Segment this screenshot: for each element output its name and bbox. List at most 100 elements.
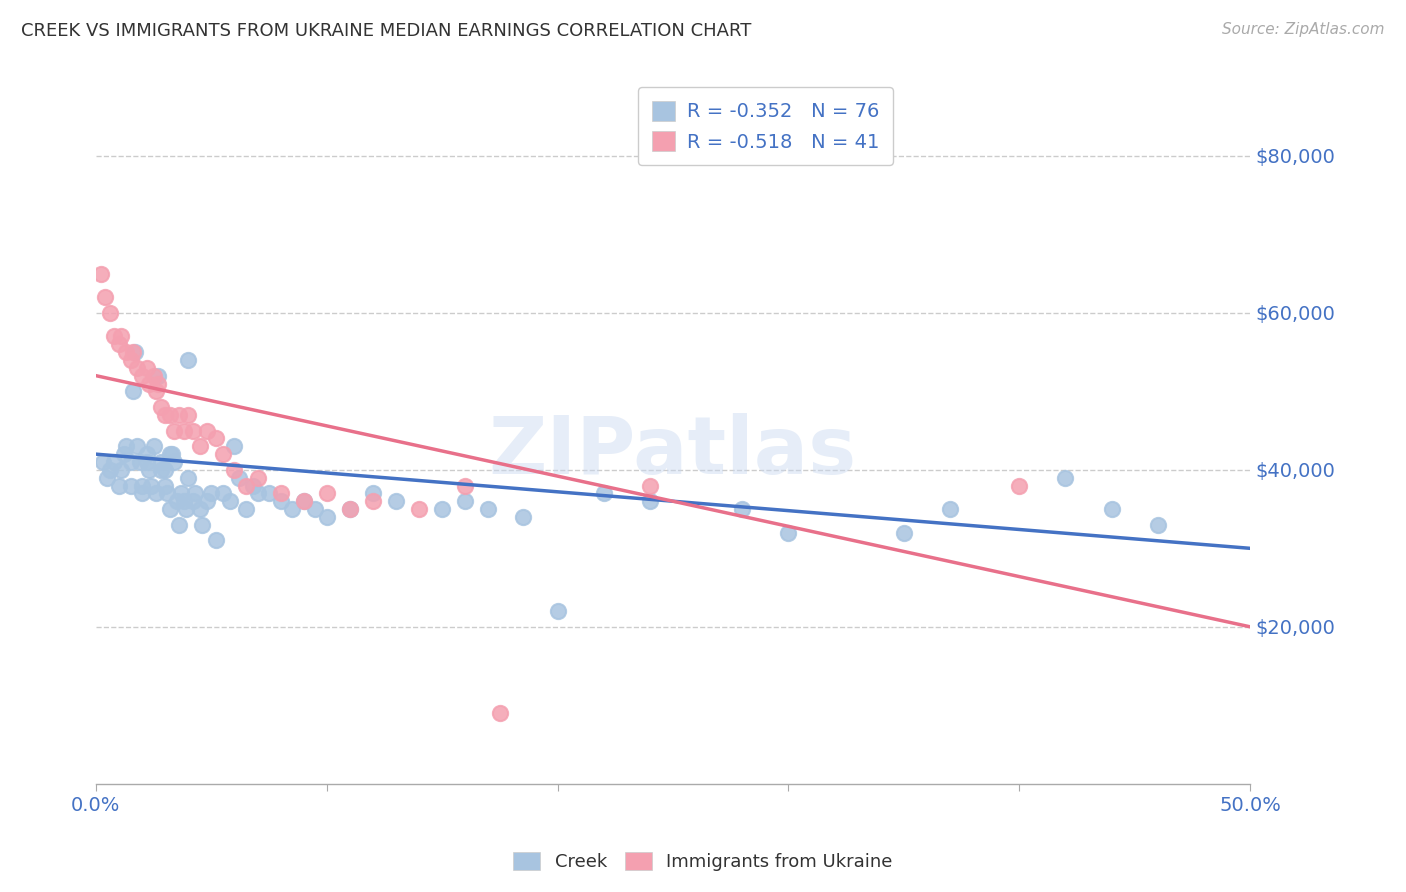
Point [315, 486, 337, 500]
Point [141, 478, 163, 492]
Point [163, 424, 186, 438]
Point [638, 494, 661, 508]
Point [167, 408, 190, 422]
Point [454, 494, 477, 508]
Point [177, 471, 200, 485]
Point [103, 329, 125, 343]
Point [110, 463, 132, 477]
Point [135, 447, 157, 461]
Point [181, 424, 204, 438]
Point [149, 463, 172, 477]
Point [110, 329, 132, 343]
Point [205, 432, 228, 446]
Point [939, 502, 962, 516]
Point [224, 463, 246, 477]
Point [454, 478, 477, 492]
Point [138, 463, 160, 477]
Legend: R = -0.352   N = 76, R = -0.518   N = 41: R = -0.352 N = 76, R = -0.518 N = 41 [638, 87, 893, 165]
Point [98, 306, 121, 320]
Point [103, 455, 125, 469]
Point [142, 368, 165, 383]
Point [242, 478, 264, 492]
Point [184, 486, 207, 500]
Point [512, 510, 534, 524]
Point [159, 502, 181, 516]
Point [893, 525, 915, 540]
Point [135, 455, 157, 469]
Text: ZIPatlas: ZIPatlas [489, 413, 858, 491]
Point [108, 337, 131, 351]
Point [177, 408, 200, 422]
Point [153, 463, 176, 477]
Point [90, 267, 112, 281]
Point [1054, 471, 1077, 485]
Point [489, 706, 512, 720]
Point [281, 502, 304, 516]
Point [98, 463, 121, 477]
Point [181, 494, 204, 508]
Point [200, 486, 222, 500]
Point [731, 502, 754, 516]
Point [246, 471, 269, 485]
Point [315, 510, 337, 524]
Point [115, 345, 138, 359]
Point [120, 455, 142, 469]
Point [188, 502, 211, 516]
Point [195, 424, 218, 438]
Point [159, 408, 181, 422]
Point [778, 525, 800, 540]
Point [270, 494, 292, 508]
Point [148, 368, 170, 383]
Point [224, 439, 246, 453]
Point [292, 494, 315, 508]
Text: Source: ZipAtlas.com: Source: ZipAtlas.com [1222, 22, 1385, 37]
Point [148, 376, 170, 391]
Point [127, 360, 149, 375]
Point [121, 345, 143, 359]
Point [339, 502, 361, 516]
Point [173, 424, 195, 438]
Point [128, 455, 150, 469]
Point [304, 502, 326, 516]
Point [131, 368, 153, 383]
Point [156, 486, 179, 500]
Point [149, 400, 172, 414]
Point [131, 486, 153, 500]
Point [131, 478, 153, 492]
Point [173, 494, 195, 508]
Point [167, 517, 190, 532]
Point [638, 478, 661, 492]
Point [1008, 478, 1031, 492]
Point [361, 494, 384, 508]
Point [174, 502, 197, 516]
Point [153, 408, 176, 422]
Point [115, 439, 138, 453]
Point [235, 478, 257, 492]
Point [166, 494, 188, 508]
Point [205, 533, 228, 548]
Point [159, 447, 181, 461]
Point [547, 604, 569, 618]
Point [270, 486, 292, 500]
Point [228, 471, 250, 485]
Point [91, 455, 114, 469]
Point [191, 517, 214, 532]
Point [124, 345, 146, 359]
Point [142, 439, 165, 453]
Point [235, 502, 257, 516]
Point [218, 494, 240, 508]
Point [257, 486, 280, 500]
Point [120, 478, 142, 492]
Point [160, 447, 183, 461]
Point [121, 384, 143, 399]
Point [339, 502, 361, 516]
Point [292, 494, 315, 508]
Point [108, 478, 131, 492]
Point [212, 486, 235, 500]
Point [385, 494, 408, 508]
Point [430, 502, 453, 516]
Point [212, 447, 235, 461]
Point [153, 478, 176, 492]
Point [127, 439, 149, 453]
Point [135, 360, 157, 375]
